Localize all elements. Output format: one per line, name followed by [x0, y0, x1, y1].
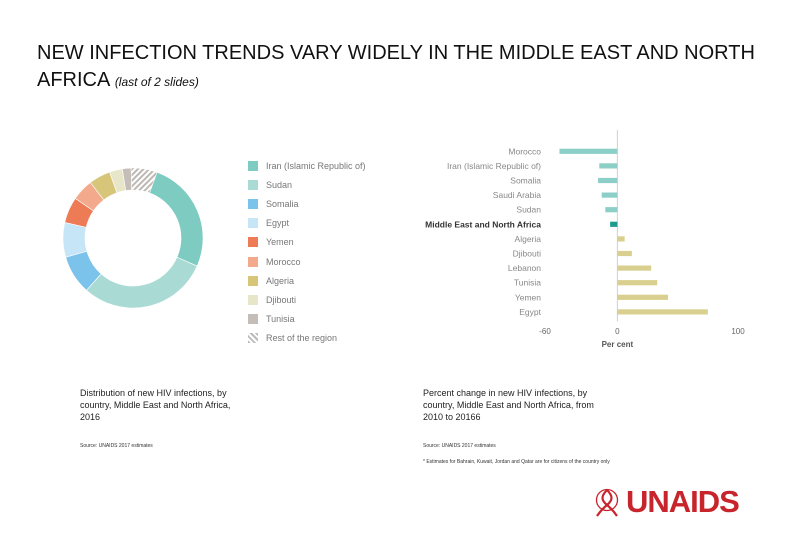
bar-label: Middle East and North Africa	[425, 219, 541, 229]
legend-swatch	[248, 294, 258, 305]
bar-footnote: * Estimates for Bahrain, Kuwait, Jordan …	[423, 459, 610, 465]
donut-slice-iran-islamic-republic-of	[149, 171, 204, 267]
bar-label: Sudan	[516, 205, 541, 215]
bar-chart: Morocco Iran (Islamic Republic of) Somalia…	[425, 130, 745, 349]
legend-label: Sudan	[266, 179, 293, 190]
bar-label: Morocco	[508, 146, 541, 156]
bar-lebanon	[617, 265, 652, 271]
bar-label: Djibouti	[513, 249, 541, 259]
donut-slice-egypt	[62, 222, 88, 258]
legend-swatch	[248, 314, 258, 325]
legend-swatch	[248, 218, 258, 229]
legend-item: Iran (Islamic Republic of)	[248, 156, 388, 175]
donut-chart	[62, 167, 204, 309]
legend-swatch	[248, 198, 258, 209]
legend-swatch	[248, 275, 258, 286]
legend-item: Morocco	[248, 252, 388, 271]
bar-label: Tunisia	[514, 278, 541, 288]
legend-item: Djibouti	[248, 290, 388, 309]
legend-swatch	[248, 333, 258, 344]
legend-label: Algeria	[266, 275, 295, 286]
bar-label: Algeria	[515, 234, 542, 244]
bar-saudi-arabia	[601, 192, 618, 198]
legend-label: Djibouti	[266, 294, 297, 305]
x-tick-label: 0	[615, 327, 620, 336]
slide-title-main: NEW INFECTION TRENDS VARY WIDELY IN THE …	[37, 42, 755, 91]
bar-label: Egypt	[519, 307, 541, 317]
ribbon-icon	[595, 488, 619, 517]
bar-label: Lebanon	[508, 263, 541, 273]
legend-item: Sudan	[248, 175, 388, 194]
legend-swatch	[248, 160, 258, 171]
bar-egypt	[617, 309, 708, 315]
bar-source: Source: UNAIDS 2017 estimates	[423, 443, 496, 449]
bar-morocco	[559, 148, 618, 154]
legend-swatch	[248, 256, 258, 267]
legend-swatch	[248, 237, 258, 248]
x-axis-label: Per cent	[602, 340, 634, 349]
bar-tunisia	[617, 280, 658, 286]
bar-caption: Percent change in new HIV infections, by…	[423, 388, 594, 422]
legend-item: Somalia	[248, 194, 388, 213]
donut-caption: Distribution of new HIV infections, by c…	[80, 388, 231, 422]
bar-sudan	[605, 207, 618, 213]
legend-label: Rest of the region	[266, 333, 338, 344]
donut-slice-sudan	[86, 256, 198, 309]
bar-iran-islamic-republic-of	[599, 163, 618, 169]
bar-label: Saudi Arabia	[493, 190, 541, 200]
legend-label: Yemen	[266, 237, 294, 248]
legend-item: Algeria	[248, 271, 388, 290]
unaids-logo: UNAIDS	[592, 484, 740, 520]
legend-item: Tunisia	[248, 310, 388, 329]
bar-label: Yemen	[515, 292, 541, 302]
legend-item: Yemen	[248, 233, 388, 252]
bar-algeria	[617, 236, 625, 242]
legend-label: Iran (Islamic Republic of)	[266, 160, 366, 171]
x-tick-label: -60	[539, 327, 551, 336]
x-tick-label: 100	[731, 327, 745, 336]
donut-source: Source: UNAIDS 2017 estimates	[80, 443, 153, 449]
legend-item: Rest of the region	[248, 329, 388, 348]
logo-text: UNAIDS	[626, 484, 740, 519]
slide-title-sub: (last of 2 slides)	[114, 75, 199, 89]
legend-swatch	[248, 179, 258, 190]
bar-djibouti	[617, 250, 632, 257]
bar-label: Iran (Islamic Republic of)	[447, 161, 541, 171]
legend-label: Somalia	[266, 198, 299, 209]
legend-label: Morocco	[266, 256, 301, 267]
donut-legend: Iran (Islamic Republic of) Sudan Somalia Eg…	[248, 156, 388, 348]
legend-item: Egypt	[248, 214, 388, 233]
bar-label: Somalia	[510, 176, 541, 186]
bar-yemen	[617, 294, 669, 300]
legend-label: Egypt	[266, 218, 290, 229]
donut-slice-rest-of-the-region	[130, 167, 158, 194]
legend-label: Tunisia	[266, 314, 295, 325]
slide-title: NEW INFECTION TRENDS VARY WIDELY IN THE …	[37, 40, 777, 96]
bar-middle-east-and-north-africa	[610, 221, 618, 227]
bar-somalia	[598, 177, 618, 184]
